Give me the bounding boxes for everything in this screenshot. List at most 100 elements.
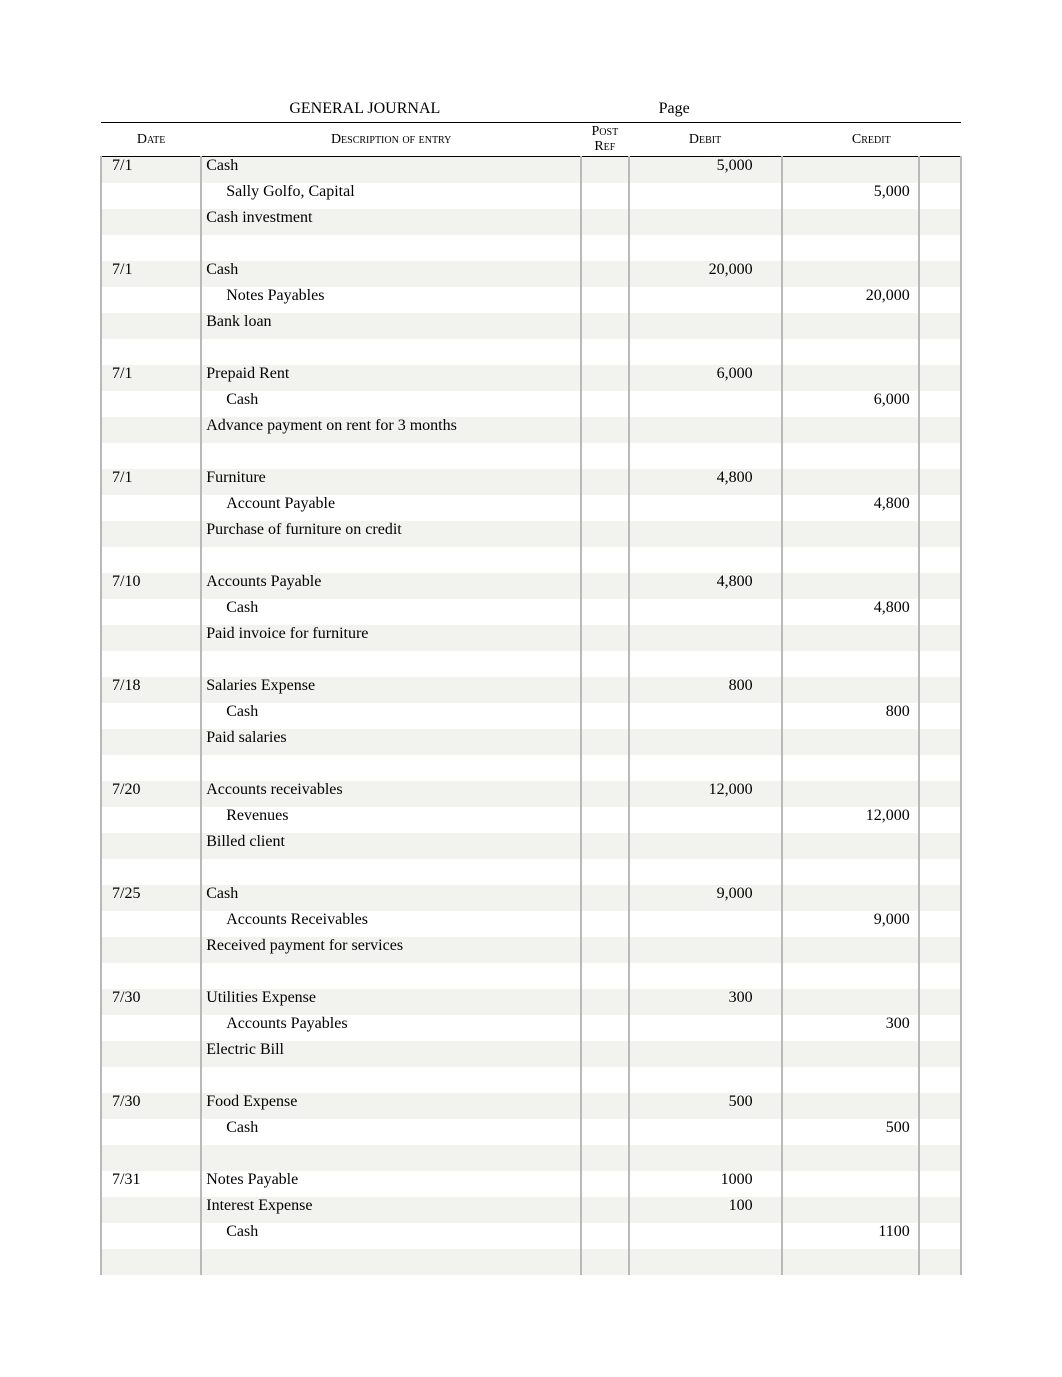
cell-credit: 9,000 (782, 911, 919, 937)
cell-post-ref (581, 209, 628, 235)
cell-credit (782, 833, 919, 859)
title-row: GENERAL JOURNAL Page (101, 100, 961, 123)
cell-credit-gutter (919, 859, 961, 885)
table-row: Cash1100 (101, 1223, 961, 1249)
cell-description: Account Payable (201, 495, 581, 521)
cell-description: Bank loan (201, 313, 581, 339)
cell-date (101, 1067, 201, 1093)
cell-debit: 12,000 (629, 781, 782, 807)
cell-credit (782, 157, 919, 183)
table-row: 7/1Furniture4,800 (101, 469, 961, 495)
cell-post-ref (581, 1119, 628, 1145)
cell-debit (629, 859, 782, 885)
cell-debit (629, 547, 782, 573)
cell-credit (782, 339, 919, 365)
cell-credit (782, 859, 919, 885)
cell-credit (782, 547, 919, 573)
cell-credit (782, 781, 919, 807)
cell-description: Billed client (201, 833, 581, 859)
cell-credit (782, 625, 919, 651)
page-label: Page (629, 100, 961, 123)
cell-date: 7/1 (101, 469, 201, 495)
cell-date (101, 443, 201, 469)
cell-post-ref (581, 1015, 628, 1041)
cell-date (101, 937, 201, 963)
cell-description: Accounts Payables (201, 1015, 581, 1041)
table-row: Paid salaries (101, 729, 961, 755)
cell-post-ref (581, 703, 628, 729)
cell-date: 7/30 (101, 1093, 201, 1119)
cell-post-ref (581, 1249, 628, 1275)
cell-date (101, 313, 201, 339)
cell-date (101, 1041, 201, 1067)
cell-credit (782, 209, 919, 235)
cell-date (101, 625, 201, 651)
cell-post-ref (581, 235, 628, 261)
cell-debit (629, 339, 782, 365)
column-headers: Date Description of entry Post Ref Debit… (101, 123, 961, 157)
cell-date (101, 755, 201, 781)
cell-debit (629, 495, 782, 521)
cell-credit-gutter (919, 729, 961, 755)
cell-date (101, 391, 201, 417)
cell-description: Interest Expense (201, 1197, 581, 1223)
cell-date (101, 209, 201, 235)
cell-credit-gutter (919, 1041, 961, 1067)
cell-credit-gutter (919, 1015, 961, 1041)
cell-post-ref (581, 599, 628, 625)
cell-date (101, 833, 201, 859)
table-row: 7/25Cash9,000 (101, 885, 961, 911)
cell-debit: 4,800 (629, 573, 782, 599)
cell-debit (629, 1015, 782, 1041)
table-row: 7/20Accounts receivables12,000 (101, 781, 961, 807)
col-desc: Description of entry (201, 123, 581, 157)
cell-post-ref (581, 339, 628, 365)
cell-credit-gutter (919, 1249, 961, 1275)
cell-credit (782, 729, 919, 755)
cell-post-ref (581, 1197, 628, 1223)
cell-post-ref (581, 469, 628, 495)
table-row: Billed client (101, 833, 961, 859)
cell-credit (782, 755, 919, 781)
cell-debit (629, 703, 782, 729)
cell-post-ref (581, 417, 628, 443)
cell-credit-gutter (919, 599, 961, 625)
cell-description (201, 339, 581, 365)
cell-description (201, 443, 581, 469)
cell-post-ref (581, 781, 628, 807)
table-row: Account Payable4,800 (101, 495, 961, 521)
cell-debit (629, 833, 782, 859)
cell-debit (629, 1067, 782, 1093)
cell-post-ref (581, 1041, 628, 1067)
cell-credit-gutter (919, 625, 961, 651)
col-ref: Post Ref (581, 123, 628, 157)
table-row: 7/1Prepaid Rent6,000 (101, 365, 961, 391)
cell-credit-gutter (919, 339, 961, 365)
cell-credit (782, 651, 919, 677)
cell-credit (782, 261, 919, 287)
cell-description (201, 755, 581, 781)
cell-post-ref (581, 573, 628, 599)
cell-post-ref (581, 521, 628, 547)
cell-credit (782, 937, 919, 963)
cell-date: 7/1 (101, 157, 201, 183)
table-row: Purchase of furniture on credit (101, 521, 961, 547)
cell-credit (782, 1197, 919, 1223)
cell-credit-gutter (919, 1067, 961, 1093)
cell-description: Cash (201, 157, 581, 183)
cell-credit-gutter (919, 807, 961, 833)
cell-description: Advance payment on rent for 3 months (201, 417, 581, 443)
cell-credit-gutter (919, 417, 961, 443)
col-ref-bot: Ref (594, 139, 615, 154)
cell-credit-gutter (919, 443, 961, 469)
cell-post-ref (581, 1223, 628, 1249)
cell-date (101, 183, 201, 209)
cell-credit (782, 1249, 919, 1275)
cell-credit-gutter (919, 885, 961, 911)
cell-debit (629, 209, 782, 235)
cell-credit (782, 963, 919, 989)
cell-credit-gutter (919, 547, 961, 573)
cell-post-ref (581, 911, 628, 937)
cell-post-ref (581, 1171, 628, 1197)
table-row (101, 235, 961, 261)
